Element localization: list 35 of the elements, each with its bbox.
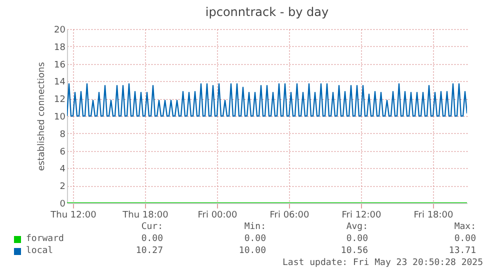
text: Last update: Fri May 23 20:50:28 2025: [282, 258, 483, 269]
x-tick-label: Thu 12:00: [50, 210, 97, 220]
text: Min:: [244, 222, 266, 233]
text: 0.00: [454, 234, 476, 245]
legend-label: forward: [26, 234, 64, 245]
x-tick-label: Fri 00:00: [198, 210, 238, 220]
y-tick-label: 8: [60, 130, 66, 140]
y-tick-label: 18: [54, 42, 66, 53]
x-tick-label: Fri 12:00: [342, 210, 382, 220]
text: 10.56: [340, 246, 368, 257]
y-tick-label: 20: [54, 26, 66, 36]
text: Max:: [454, 222, 476, 233]
y-tick-label: 12: [54, 95, 66, 106]
text: 0.00: [141, 234, 163, 245]
y-tick-label: 4: [60, 164, 66, 175]
text: Cur:: [141, 222, 163, 233]
y-tick-label: 6: [60, 147, 66, 158]
text: 10.00: [238, 246, 266, 257]
x-tick-label: Fri 18:00: [414, 210, 454, 220]
y-tick-label: 0: [60, 200, 66, 210]
text: Avg:: [346, 222, 368, 233]
text: 10.27: [136, 246, 163, 257]
y-tick-label: 16: [54, 60, 66, 70]
line-series: [67, 83, 467, 117]
chart-title: ipconntrack - by day: [205, 5, 329, 19]
legend-label: local: [26, 246, 54, 257]
y-axis-title: established connections: [37, 62, 48, 171]
text: 0.00: [346, 234, 368, 245]
text: 13.71: [448, 246, 476, 257]
x-tick-label: Thu 18:00: [122, 210, 169, 220]
y-tick-label: 10: [54, 112, 66, 122]
y-tick-label: 14: [54, 78, 66, 88]
y-tick-label: 2: [60, 182, 66, 192]
x-tick-label: Fri 06:00: [270, 210, 310, 220]
text: 0.00: [244, 234, 266, 245]
